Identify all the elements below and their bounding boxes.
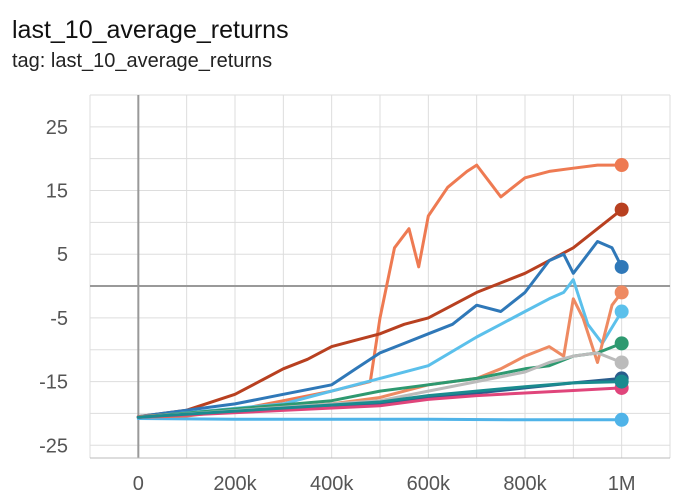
series-end-marker <box>614 355 629 370</box>
series-line <box>136 386 624 419</box>
x-tick-label: 400k <box>310 473 354 495</box>
y-tick-label: -5 <box>50 308 68 330</box>
series-end-marker <box>614 374 629 389</box>
y-tick-label: 15 <box>46 181 68 203</box>
series-end-marker <box>614 412 629 427</box>
tick-labels: 25 15 5 -5 -15 -25 0 200k 400k 600k 800k 1M <box>39 117 635 495</box>
y-tick-label: 25 <box>46 117 68 139</box>
y-tick-label: 5 <box>57 244 68 266</box>
series-end-marker <box>614 202 629 217</box>
axes <box>90 95 670 459</box>
x-tick-label: 200k <box>213 473 257 495</box>
x-tick-label: 800k <box>503 473 547 495</box>
series-end-markers <box>614 158 629 427</box>
series-line <box>136 290 624 419</box>
x-tick-label: 600k <box>407 473 451 495</box>
x-tick-label: 1M <box>608 473 636 495</box>
x-tick-label: 0 <box>133 473 144 495</box>
series-end-marker <box>614 285 629 300</box>
series-lines <box>136 163 624 422</box>
series-line <box>136 351 624 419</box>
page-title: last_10_average_returns <box>12 16 289 44</box>
series-line <box>136 380 624 419</box>
series-end-marker <box>614 336 629 351</box>
series-line <box>136 240 624 419</box>
page-subtitle: tag: last_10_average_returns <box>12 50 273 72</box>
series-end-marker <box>614 259 629 274</box>
series-line <box>136 278 624 419</box>
y-tick-label: -15 <box>39 372 68 394</box>
series-line <box>136 163 624 419</box>
series-end-marker <box>614 304 629 319</box>
series-line <box>136 417 624 422</box>
y-tick-label: -25 <box>39 435 68 457</box>
series-end-marker <box>614 158 629 173</box>
